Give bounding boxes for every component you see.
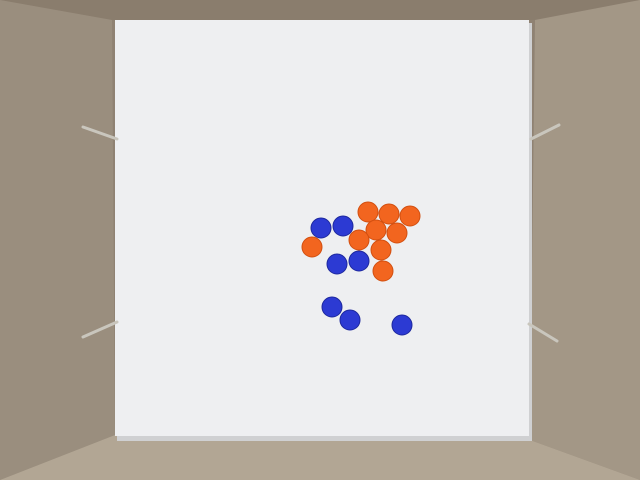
orange-chip	[348, 229, 370, 251]
orange-chip	[301, 236, 323, 258]
orange-chip	[372, 260, 394, 282]
box-right-wall	[530, 0, 640, 480]
pin-top-left	[81, 125, 119, 141]
blue-chip	[321, 296, 343, 318]
mounting-pins	[81, 123, 561, 343]
blue-chip	[339, 309, 361, 331]
orange-chip	[365, 219, 387, 241]
orange-chip	[370, 239, 392, 261]
blue-chip	[326, 253, 348, 275]
pin-bottom-right	[527, 322, 559, 343]
box-bottom-wall	[0, 435, 640, 480]
blue-chip	[332, 215, 354, 237]
orange-chip	[399, 205, 421, 227]
orange-chip	[357, 201, 379, 223]
orange-chip	[386, 222, 408, 244]
box-left-wall	[0, 0, 115, 480]
pin-top-right	[529, 123, 561, 141]
blue-chip	[391, 314, 413, 336]
pin-bottom-left	[81, 320, 119, 339]
blue-chips	[310, 215, 413, 336]
orange-chip	[378, 203, 400, 225]
blue-chip	[348, 250, 370, 272]
blue-chip	[310, 217, 332, 239]
box-top-wall	[0, 0, 640, 20]
orange-chips	[301, 201, 421, 282]
